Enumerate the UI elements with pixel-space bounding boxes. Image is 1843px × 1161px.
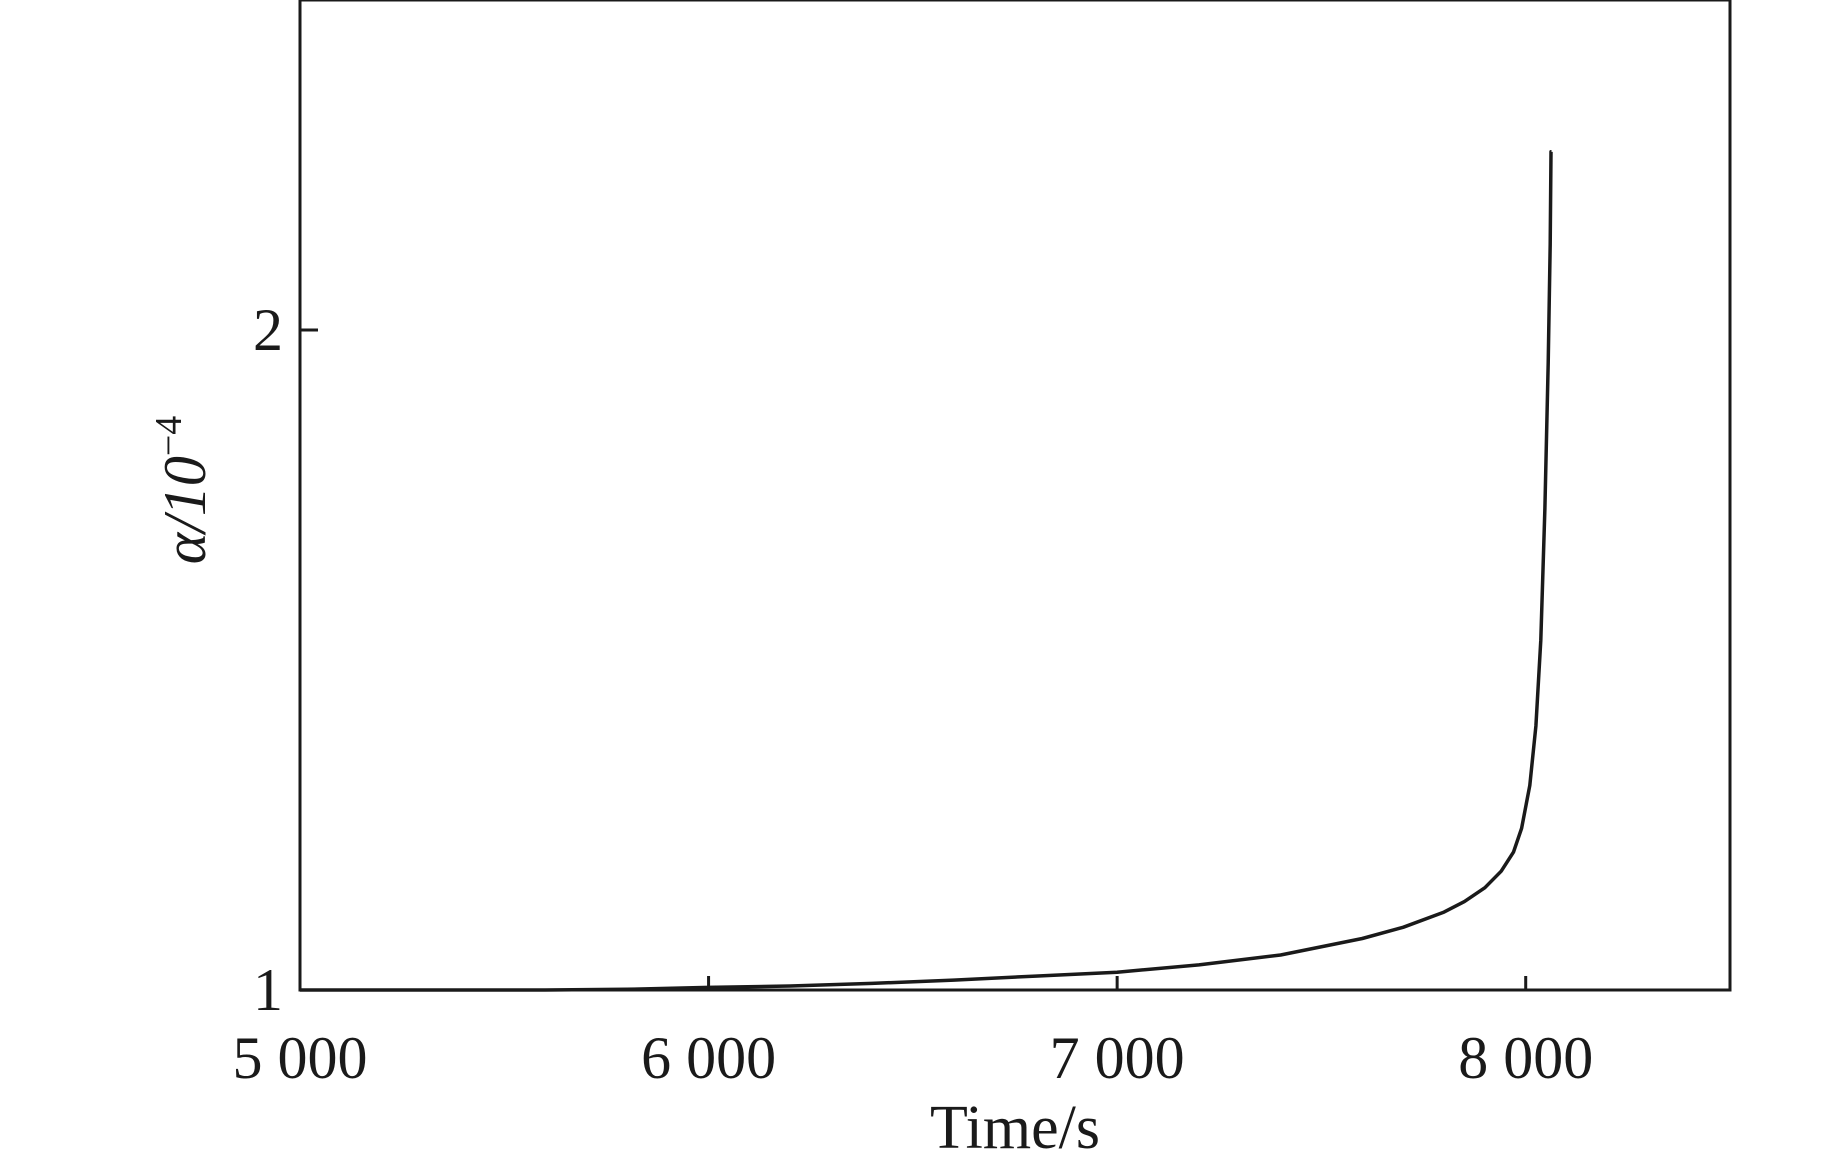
series-layer xyxy=(300,150,1553,992)
x-tick-label: 8 000 xyxy=(1458,1025,1593,1091)
x-axis-ticks: 5 000 6 000 7 000 8 000 xyxy=(233,976,1593,1091)
x-tick-label: 6 000 xyxy=(641,1025,776,1091)
plot-frame xyxy=(298,0,1732,992)
x-tick-label: 5 000 xyxy=(233,1025,368,1091)
svg-text:α/10−4: α/10−4 xyxy=(148,416,218,565)
y-axis-ticks: 12 xyxy=(253,297,318,1023)
y-tick-label: 2 xyxy=(253,297,283,363)
y-axis-label-exponent: −4 xyxy=(148,416,190,456)
y-axis-label-base: α/10 xyxy=(152,456,218,564)
x-tick-label: 7 000 xyxy=(1050,1025,1185,1091)
y-tick-label: 1 xyxy=(253,957,283,1023)
x-axis-label: Time/s xyxy=(930,1094,1100,1161)
y-axis-label: α/10−4 xyxy=(148,416,218,565)
series-line xyxy=(300,150,1553,992)
